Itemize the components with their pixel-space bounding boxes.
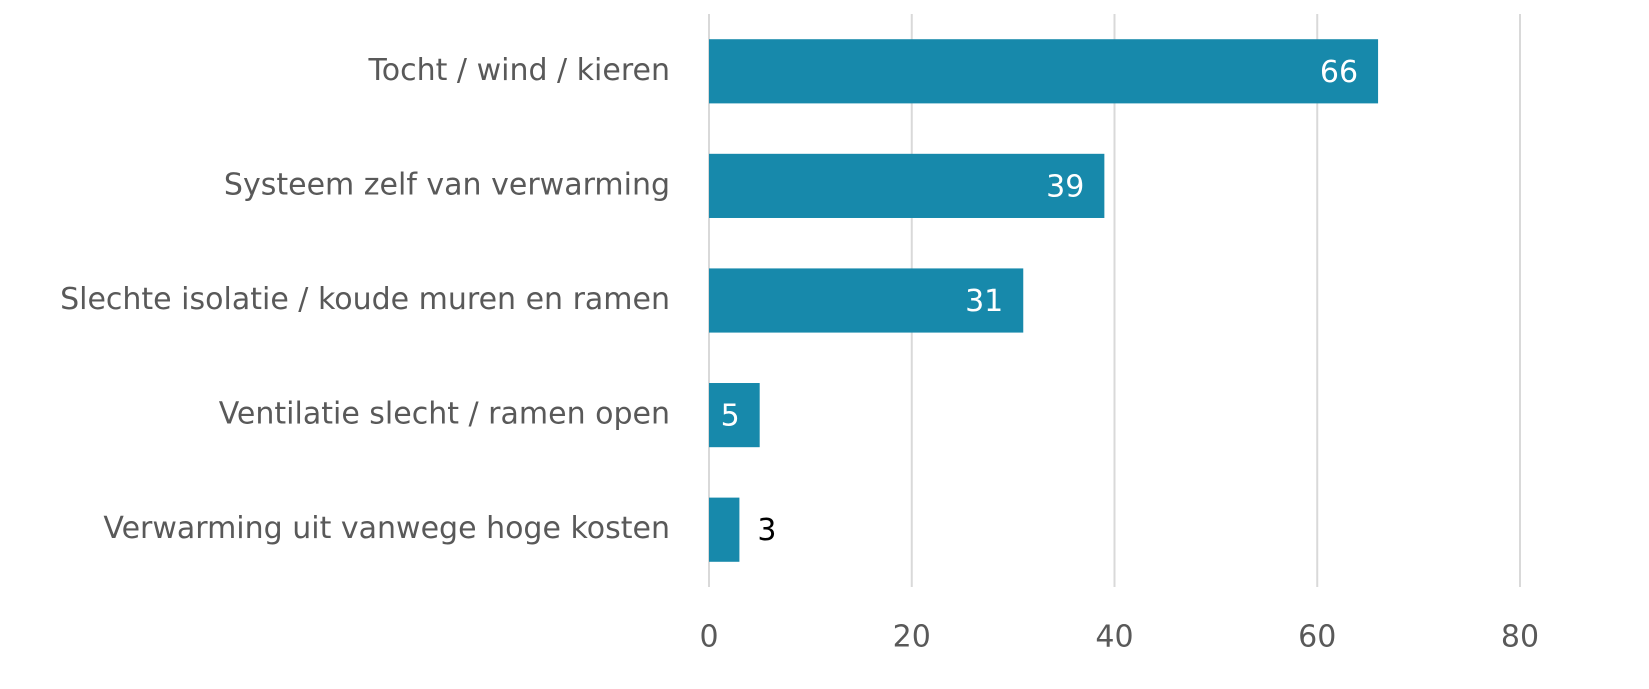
x-tick-label: 20	[893, 620, 931, 655]
y-tick-label: Verwarming uit vanwege hoge kosten	[103, 511, 670, 546]
x-tick-label: 60	[1298, 620, 1336, 655]
y-tick-label: Systeem zelf van verwarming	[224, 167, 670, 202]
data-label: 3	[757, 513, 776, 548]
data-label: 66	[1320, 55, 1358, 90]
y-tick-label: Tocht / wind / kieren	[368, 53, 670, 88]
data-label: 5	[721, 399, 740, 434]
x-tick-label: 80	[1501, 620, 1539, 655]
bar	[709, 383, 760, 448]
bar	[709, 268, 1024, 333]
bar	[709, 497, 740, 562]
x-tick-label: 40	[1095, 620, 1133, 655]
y-tick-label: Ventilatie slecht / ramen open	[219, 397, 670, 432]
bar	[709, 39, 1379, 104]
data-label: 39	[1046, 169, 1084, 204]
bar	[709, 153, 1105, 218]
y-tick-label: Slechte isolatie / koude muren en ramen	[60, 282, 670, 317]
x-tick-label: 0	[699, 620, 718, 655]
data-label: 31	[965, 284, 1003, 319]
